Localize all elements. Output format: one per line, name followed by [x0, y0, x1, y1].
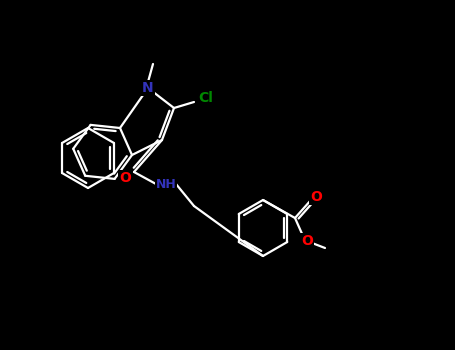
- Text: N: N: [142, 81, 154, 95]
- Text: Cl: Cl: [198, 91, 213, 105]
- Text: NH: NH: [156, 177, 177, 190]
- Text: O: O: [301, 234, 313, 248]
- Text: O: O: [310, 190, 322, 204]
- Text: O: O: [119, 171, 131, 185]
